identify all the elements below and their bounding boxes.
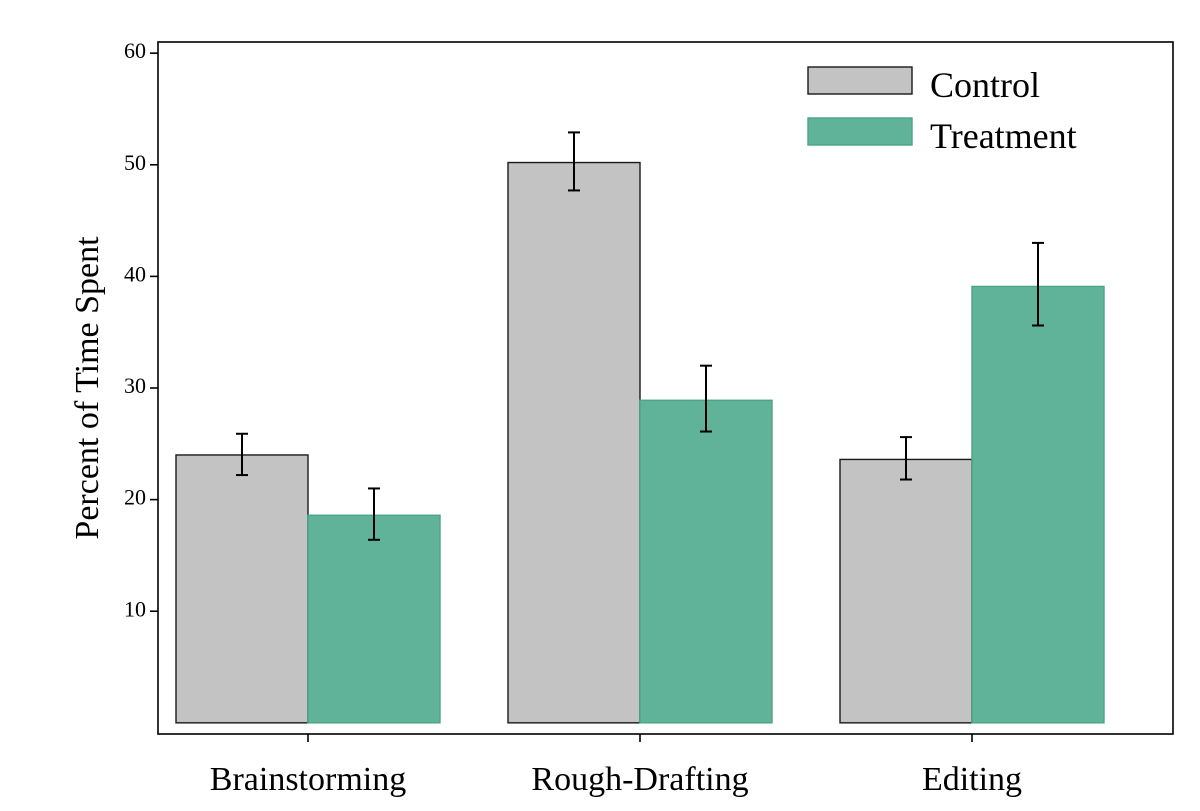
bar-control-brainstorming: [175, 454, 309, 724]
error-bars: [236, 131, 1044, 541]
x-tick-label-rough-drafting: Rough-Drafting: [531, 761, 748, 798]
bar-treatment-editing: [971, 285, 1105, 724]
x-tick-label-editing: Editing: [922, 761, 1022, 798]
y-tick-label: 50: [124, 150, 146, 175]
legend-swatch-treatment: [807, 117, 913, 146]
error-bar-treatment-brainstorming: [368, 487, 380, 541]
y-tick-label: 30: [124, 373, 146, 398]
error-bar-treatment-editing: [1032, 241, 1044, 327]
x-axis: Brainstorming Rough-Drafting Editing: [210, 734, 1022, 798]
y-axis: 10 20 30 40 50 60: [124, 38, 158, 621]
error-bar-control-rough-drafting: [568, 131, 580, 192]
x-tick-label-brainstorming: Brainstorming: [210, 761, 406, 798]
y-tick-label: 40: [124, 261, 146, 286]
y-tick-label: 20: [124, 485, 146, 510]
error-bar-control-editing: [900, 436, 912, 481]
bar-control-rough-drafting: [507, 161, 641, 724]
bars: [175, 161, 1105, 724]
legend-swatch-control: [807, 66, 913, 95]
y-tick-label: 60: [124, 38, 146, 63]
legend-label-treatment: Treatment: [930, 116, 1077, 156]
bar-treatment-brainstorming: [307, 514, 441, 724]
error-bar-control-brainstorming: [236, 432, 248, 477]
legend-label-control: Control: [930, 65, 1040, 105]
legend: Control Treatment: [807, 65, 1077, 156]
bar-treatment-rough-drafting: [639, 399, 773, 724]
y-axis-title: Percent of Time Spent: [69, 236, 106, 540]
bar-control-editing: [839, 458, 973, 724]
error-bar-treatment-rough-drafting: [700, 364, 712, 433]
y-tick-label: 10: [124, 596, 146, 621]
